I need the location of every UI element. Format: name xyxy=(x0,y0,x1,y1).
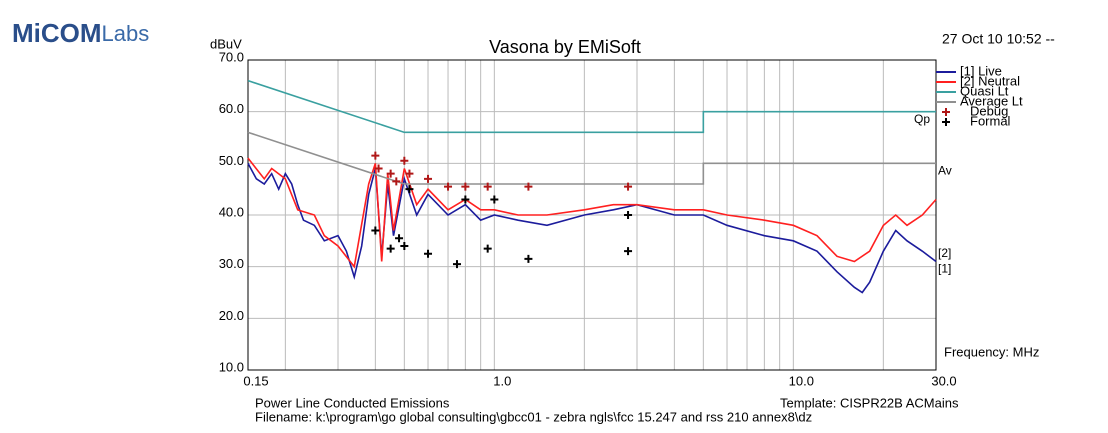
legend-label: Average Lt xyxy=(960,93,1023,108)
legend-label: [2] Neutral xyxy=(960,73,1020,88)
logo: MiCOMLabs xyxy=(12,18,149,48)
y-axis-label: dBuV xyxy=(210,36,242,51)
x-tick-label: 0.15 xyxy=(243,373,268,388)
marker xyxy=(371,151,380,160)
marker xyxy=(424,249,433,258)
footer-template: Template: CISPR22B ACMains xyxy=(780,395,959,410)
x-tick-label: 1.0 xyxy=(493,373,511,388)
marker xyxy=(524,182,533,191)
logo-main: MiCOM xyxy=(12,18,102,48)
marker xyxy=(524,254,533,263)
marker xyxy=(392,177,401,186)
marker xyxy=(374,164,383,173)
marker xyxy=(444,182,453,191)
y-tick-label: 40.0 xyxy=(219,204,244,219)
marker xyxy=(405,185,414,194)
series-line xyxy=(247,79,936,134)
marker xyxy=(624,247,633,256)
date: 27 Oct 10 10:52 -- xyxy=(942,31,1055,47)
marker xyxy=(424,174,433,183)
series-line xyxy=(247,131,936,185)
y-tick-label: 30.0 xyxy=(219,256,244,271)
plot-border xyxy=(247,59,937,371)
legend-swatch xyxy=(942,108,950,116)
x-axis-label: Frequency: MHz xyxy=(944,344,1039,359)
marker xyxy=(461,195,470,204)
legend-label: Formal xyxy=(970,113,1011,128)
logo-sub: Labs xyxy=(102,21,150,46)
marker xyxy=(386,169,395,178)
legend-label: [1] Live xyxy=(960,63,1002,78)
marker xyxy=(405,169,414,178)
marker xyxy=(483,182,492,191)
x-tick-label: 10.0 xyxy=(789,373,814,388)
series-line xyxy=(247,157,937,269)
marker xyxy=(371,226,380,235)
marker xyxy=(395,234,404,243)
marker xyxy=(490,195,499,204)
annotation: Av xyxy=(938,164,952,178)
y-tick-label: 10.0 xyxy=(219,359,244,374)
marker xyxy=(483,244,492,253)
series-line xyxy=(247,162,937,294)
legend-label: Quasi Lt xyxy=(960,83,1009,98)
legend-swatch xyxy=(942,118,950,126)
y-tick-label: 60.0 xyxy=(219,101,244,116)
x-tick-label: 30.0 xyxy=(931,373,956,388)
footer-left: Power Line Conducted Emissions xyxy=(255,395,450,410)
marker xyxy=(624,182,633,191)
marker xyxy=(400,242,409,250)
chart-title: Vasona by EMiSoft xyxy=(489,37,641,57)
annotation: Qp xyxy=(914,112,930,126)
marker xyxy=(624,211,633,219)
y-tick-label: 50.0 xyxy=(219,153,244,168)
marker xyxy=(452,260,461,269)
legend-label: Debug xyxy=(970,103,1008,118)
y-tick-label: 70.0 xyxy=(219,49,244,64)
marker xyxy=(400,156,409,165)
y-tick-label: 20.0 xyxy=(219,308,244,323)
marker xyxy=(386,244,395,253)
annotation: [2] xyxy=(938,246,951,260)
annotation: [1] xyxy=(938,262,951,276)
marker xyxy=(461,182,470,191)
footer-filename: Filename: k:\program\go global consultin… xyxy=(255,409,812,424)
